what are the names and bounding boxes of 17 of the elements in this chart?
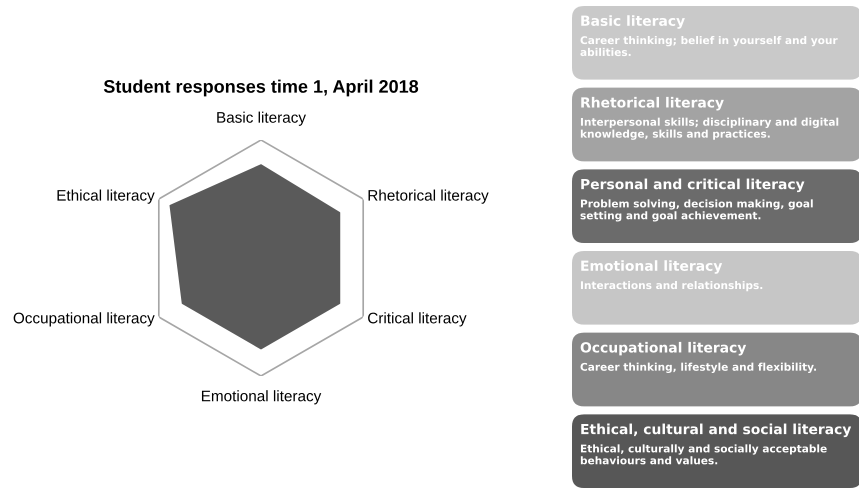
category-label: Personal and critical literacy (581, 178, 804, 192)
category-label: Rhetorical literacy (581, 96, 724, 110)
text: Problem solving, decision making, goal setting and goal achievement. (580, 199, 813, 222)
chart-title: Student responses time 1, April 2018 (104, 80, 418, 96)
text: Interactions and relationships. (580, 281, 762, 292)
category-label: Ethical, cultural and social literacy (581, 424, 852, 438)
spoke-label: Occupational literacy (14, 312, 155, 326)
text: Interpersonal skills; disciplinary and digital knowledge, skills and practices. (580, 118, 838, 140)
spoke-label: Rhetorical literacy (368, 190, 489, 204)
spoke-label: Ethical literacy (57, 190, 155, 204)
spoke-label: Basic literacy (217, 112, 306, 126)
spoke-label: Emotional literacy (202, 390, 322, 404)
category-label: Occupational literacy (580, 342, 746, 356)
spoke-label: Critical literacy (368, 312, 467, 326)
category-label: Emotional literacy (581, 260, 722, 274)
text: Career thinking, lifestyle and flexibility. (580, 362, 816, 373)
text: Ethical, culturally and socially acceptable behaviours and values. (580, 444, 827, 464)
